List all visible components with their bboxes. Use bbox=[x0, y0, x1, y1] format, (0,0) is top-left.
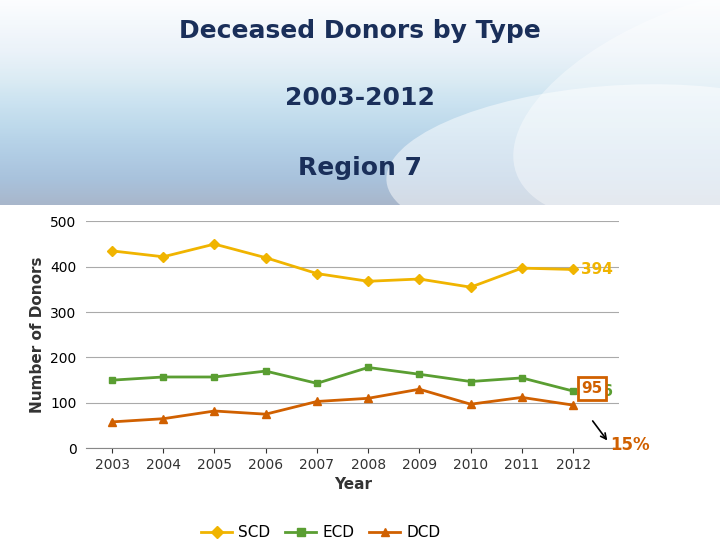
DCD bbox=[159, 415, 168, 422]
DCD bbox=[210, 408, 219, 414]
SCD bbox=[415, 276, 423, 282]
ECD bbox=[312, 380, 321, 387]
SCD bbox=[569, 266, 577, 273]
ECD bbox=[210, 374, 219, 380]
Text: 15%: 15% bbox=[610, 436, 649, 454]
Y-axis label: Number of Donors: Number of Donors bbox=[30, 256, 45, 413]
DCD bbox=[364, 395, 372, 402]
Line: SCD: SCD bbox=[109, 241, 577, 291]
SCD bbox=[210, 241, 219, 247]
DCD bbox=[518, 394, 526, 401]
SCD bbox=[364, 278, 372, 285]
DCD bbox=[261, 411, 270, 417]
SCD bbox=[467, 284, 475, 291]
DCD bbox=[108, 418, 117, 425]
Text: 394: 394 bbox=[582, 262, 613, 277]
Line: DCD: DCD bbox=[108, 385, 577, 426]
ECD bbox=[518, 375, 526, 381]
Text: 126: 126 bbox=[582, 383, 613, 399]
ECD bbox=[159, 374, 168, 380]
SCD bbox=[108, 248, 117, 254]
Text: 2003-2012: 2003-2012 bbox=[285, 86, 435, 111]
ECD bbox=[108, 377, 117, 383]
DCD bbox=[467, 401, 475, 408]
Text: Deceased Donors by Type: Deceased Donors by Type bbox=[179, 19, 541, 43]
ECD bbox=[261, 368, 270, 374]
SCD bbox=[261, 254, 270, 261]
ECD bbox=[364, 364, 372, 370]
DCD bbox=[569, 402, 577, 408]
Legend: SCD, ECD, DCD: SCD, ECD, DCD bbox=[195, 519, 446, 540]
ECD bbox=[569, 388, 577, 394]
Text: Region 7: Region 7 bbox=[298, 156, 422, 180]
Ellipse shape bbox=[513, 0, 720, 222]
SCD bbox=[159, 254, 168, 260]
SCD bbox=[518, 265, 526, 272]
ECD bbox=[467, 379, 475, 385]
DCD bbox=[415, 386, 423, 393]
ECD bbox=[415, 371, 423, 377]
X-axis label: Year: Year bbox=[334, 477, 372, 492]
DCD bbox=[312, 398, 321, 404]
Text: 95: 95 bbox=[582, 381, 603, 396]
Ellipse shape bbox=[387, 84, 720, 244]
Line: ECD: ECD bbox=[109, 364, 577, 395]
SCD bbox=[312, 271, 321, 277]
